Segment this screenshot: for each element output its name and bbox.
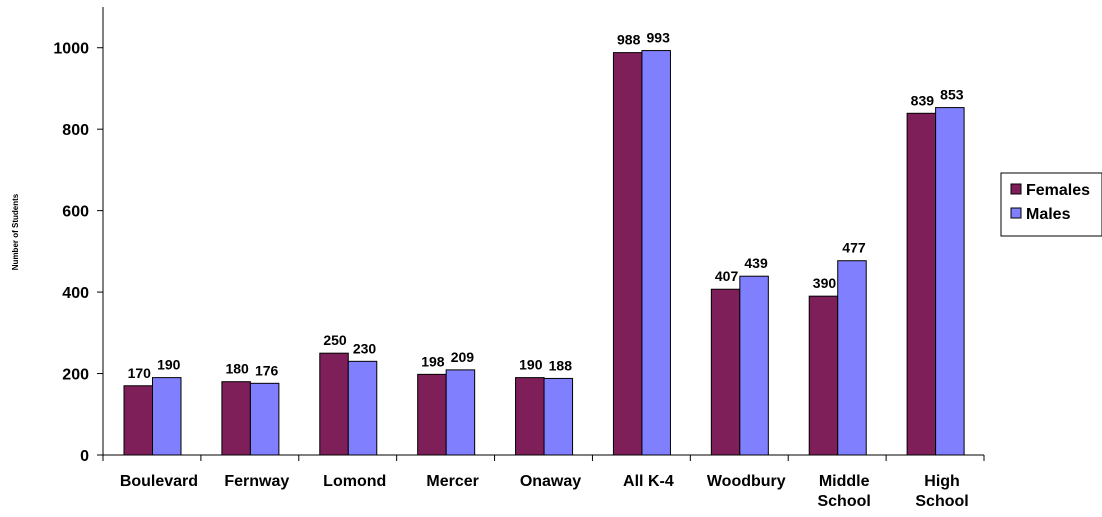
x-category-label: School (817, 493, 870, 510)
bar-females (319, 352, 349, 456)
bar-males (249, 382, 280, 456)
x-category-label: Boulevard (120, 473, 198, 490)
data-label: 190 (157, 357, 181, 373)
legend-label-males: Males (1026, 206, 1071, 223)
bar-females (808, 295, 839, 456)
bar-females (612, 52, 643, 456)
x-category-label: Lomond (323, 473, 386, 490)
data-label: 477 (842, 240, 866, 256)
data-label: 188 (549, 357, 573, 373)
x-category-label: Mercer (426, 473, 478, 490)
x-category-label: Onaway (520, 473, 581, 490)
bar-females (515, 377, 545, 456)
legend-label-females: Females (1026, 182, 1090, 199)
x-category-label: All K-4 (623, 473, 674, 490)
y-tick-label: 1000 (53, 41, 89, 58)
bar-males (347, 360, 378, 456)
data-label: 390 (813, 275, 837, 291)
y-tick-label: 0 (80, 448, 89, 465)
y-tick-label: 400 (62, 285, 89, 302)
legend-swatch-females (1010, 183, 1022, 195)
data-label: 988 (617, 32, 641, 48)
data-label: 250 (323, 332, 347, 348)
data-label: 439 (744, 255, 768, 271)
bar-males (641, 50, 671, 456)
plot-area: 0 200 400 600 800 1000 170 190 Boulevard 180 176 Fe… (53, 7, 985, 510)
data-label: 853 (940, 87, 964, 103)
data-label: 230 (353, 340, 377, 356)
bar-females (123, 385, 153, 456)
bar-males (837, 260, 867, 456)
y-tick-label: 200 (62, 367, 89, 384)
data-label: 176 (255, 362, 279, 378)
bar-males (543, 377, 574, 456)
data-label: 993 (647, 30, 671, 46)
x-category-label: School (915, 493, 968, 510)
bar-females (221, 381, 251, 456)
legend: Females Males (1000, 172, 1102, 237)
bar-females (906, 112, 937, 456)
bar-males (739, 275, 769, 456)
bar-females (710, 288, 741, 456)
x-category-label: High (924, 473, 960, 490)
data-label: 839 (911, 92, 935, 108)
data-label: 198 (421, 353, 445, 369)
bar-males (445, 369, 476, 456)
x-category-label: Woodbury (707, 473, 786, 490)
x-category-label: Fernway (224, 473, 289, 490)
data-label: 180 (225, 361, 249, 377)
data-label: 190 (519, 357, 543, 373)
y-tick-label: 600 (62, 204, 89, 221)
data-label: 209 (451, 349, 475, 365)
y-axis-title: Number of Students (11, 193, 20, 270)
x-category-label: Middle (819, 473, 870, 490)
bar-females (417, 373, 447, 456)
legend-swatch-males (1010, 207, 1022, 219)
data-label: 170 (128, 365, 152, 381)
bar-males (152, 377, 182, 456)
bar-males (935, 107, 965, 456)
y-tick-label: 800 (62, 122, 89, 139)
data-label: 407 (715, 268, 739, 284)
